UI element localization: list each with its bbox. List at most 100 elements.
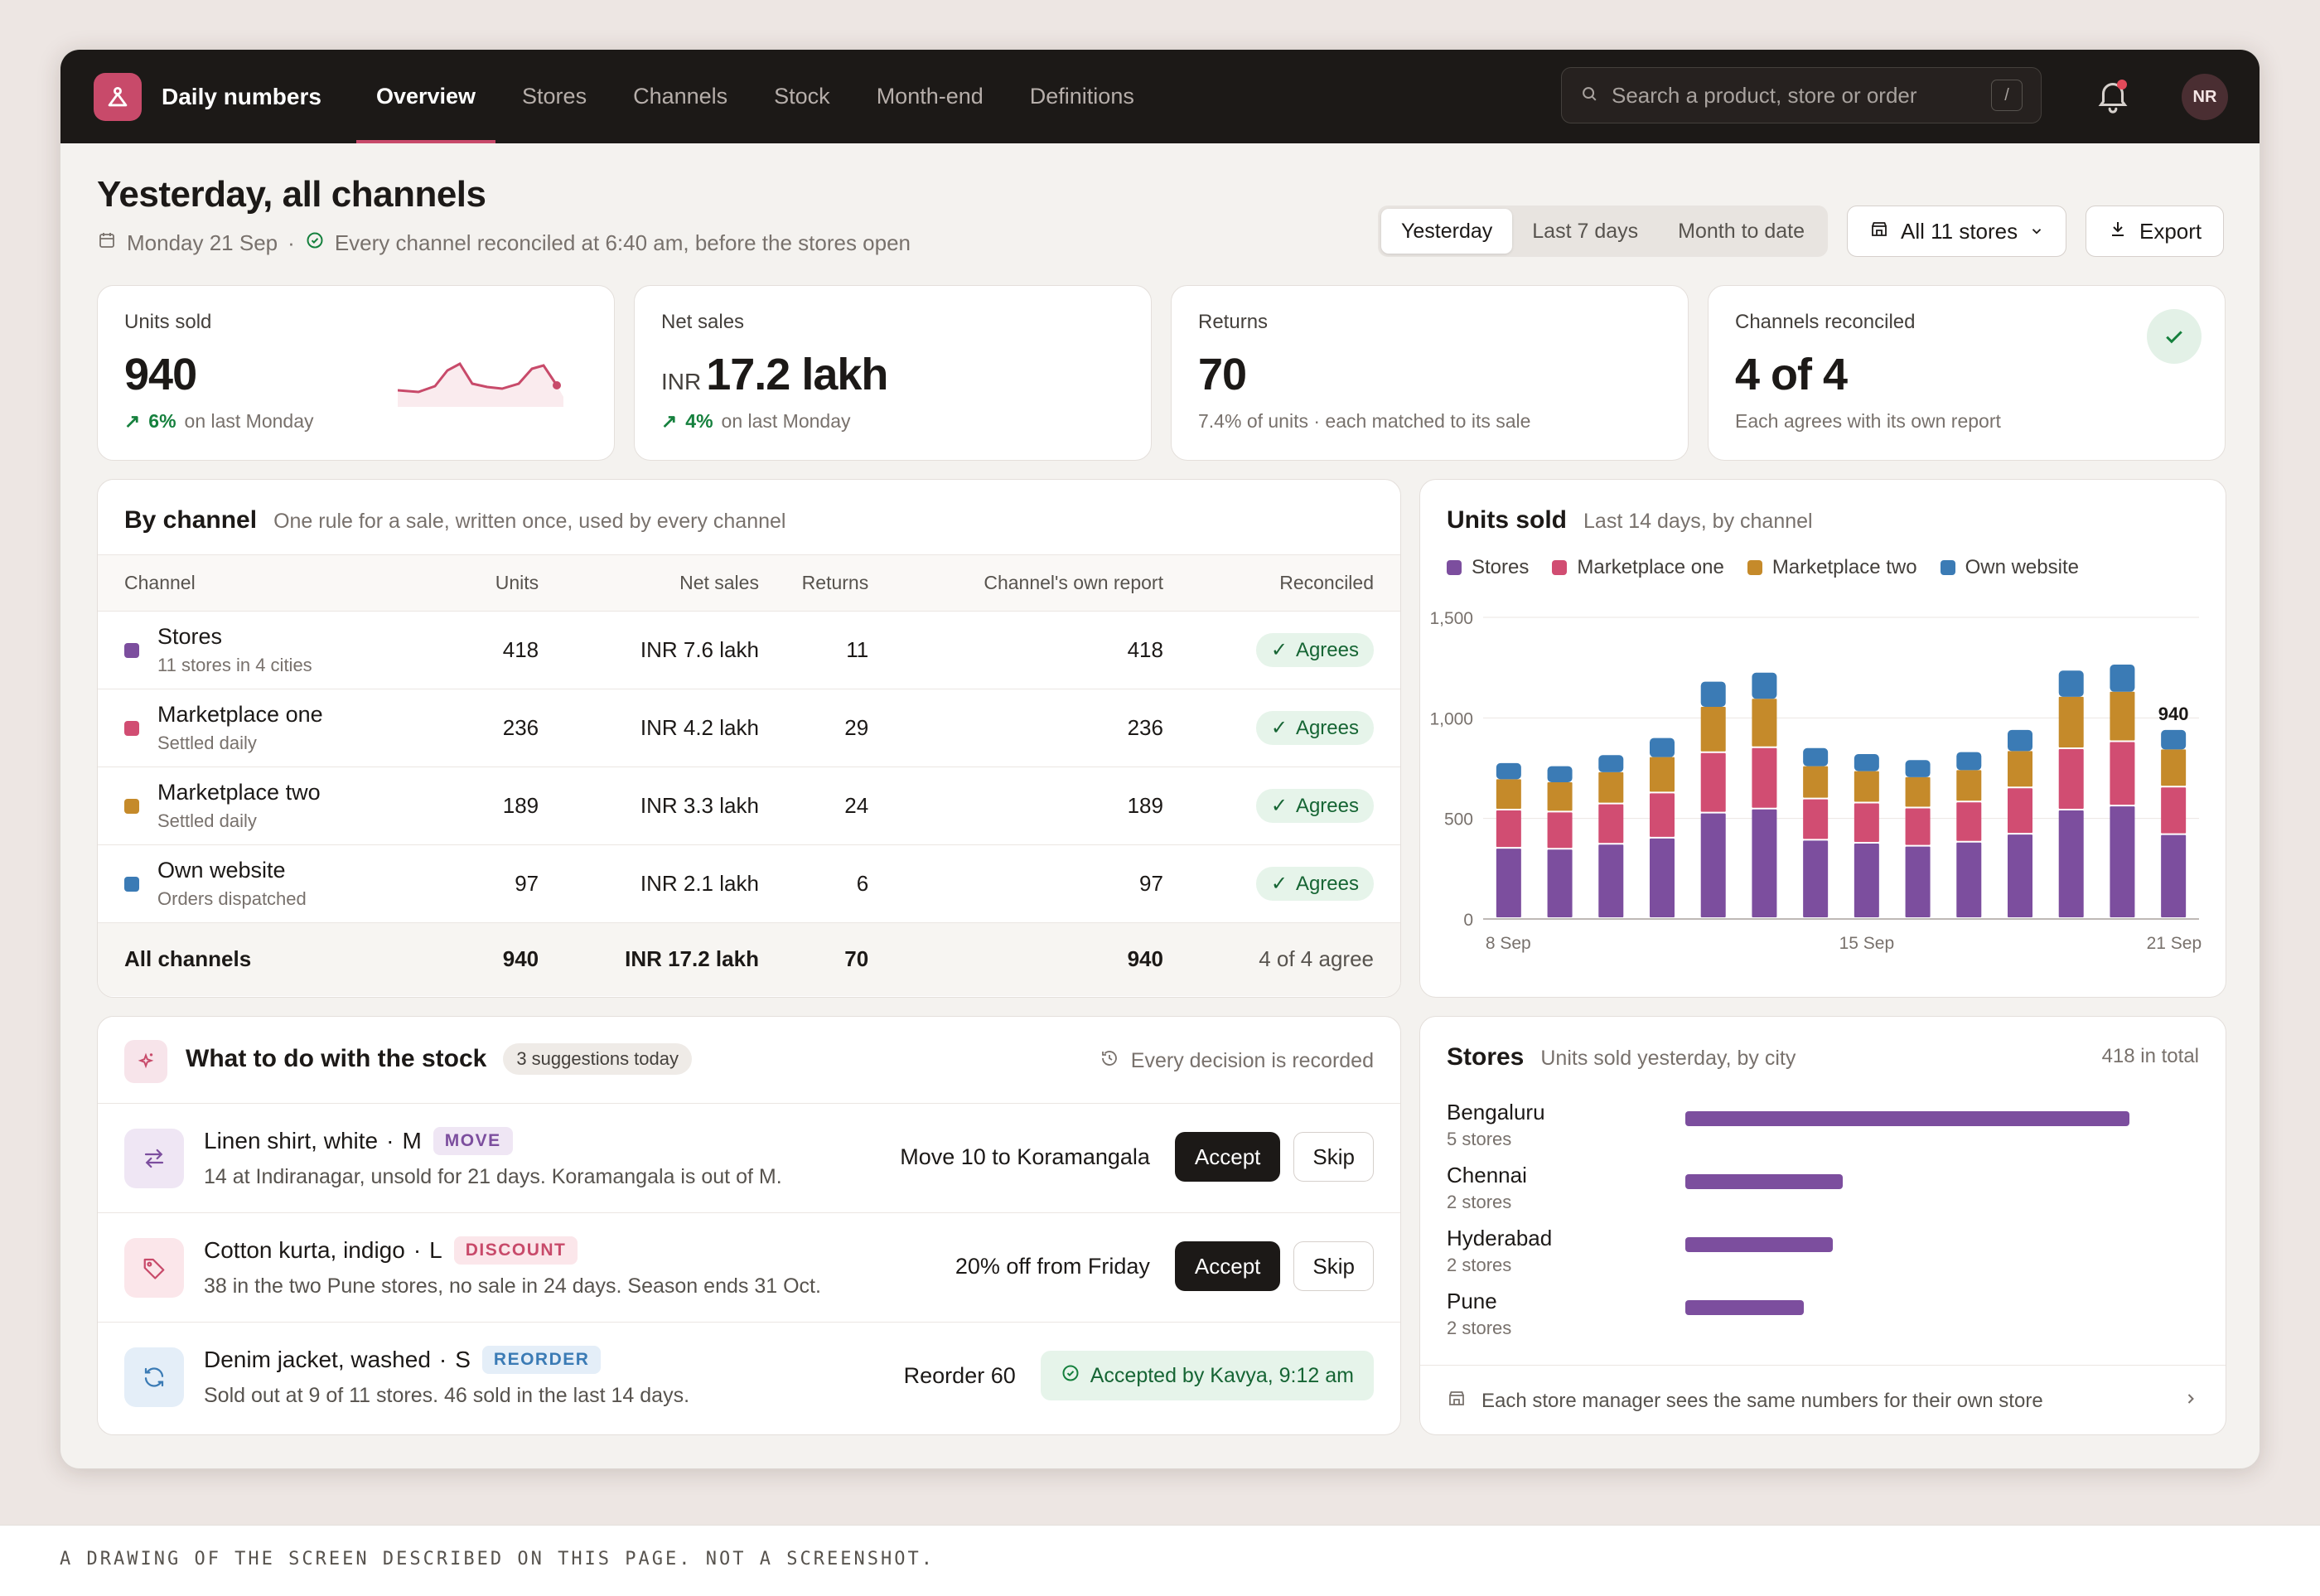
suggested-action: Move 10 to Koramangala	[900, 1144, 1150, 1169]
range-month-to-date[interactable]: Month to date	[1678, 219, 1805, 243]
nav-stores[interactable]: Stores	[522, 84, 587, 109]
check-circle-icon	[305, 230, 325, 256]
marketplace-one-swatch	[124, 720, 139, 736]
check-icon: ✓	[1270, 717, 1288, 739]
city-bar	[1685, 1300, 1804, 1315]
kpi-label: Units sold	[124, 311, 212, 333]
col-reconciled[interactable]: Reconciled	[1162, 554, 1400, 612]
bar-segment	[1956, 752, 1982, 771]
kpi-value: INR 17.2 lakh	[661, 350, 888, 399]
stores-footer-link[interactable]: Each store manager sees the same numbers…	[1420, 1365, 2226, 1434]
bar-segment	[1905, 846, 1931, 917]
bar-segment	[1650, 838, 1675, 917]
search-icon	[1580, 85, 1598, 107]
col-units[interactable]: Units	[467, 554, 539, 612]
kpi-units-sold: Units sold 940 ↗ 6% on last Monday	[97, 285, 615, 461]
nav-overview[interactable]: Overview	[355, 50, 496, 143]
reorder-tag: REORDER	[481, 1346, 602, 1374]
bar-annotation: 940	[2158, 704, 2189, 724]
bar-segment	[1547, 812, 1573, 849]
date-range-toggle: Yesterday Last 7 days Month to date	[1378, 206, 1829, 257]
bar-segment	[1598, 804, 1624, 844]
bar-segment	[2008, 788, 2032, 834]
bar-segment	[1803, 840, 1829, 917]
nav-channels[interactable]: Channels	[633, 84, 728, 109]
decision-log-note[interactable]: Every decision is recorded	[1100, 1048, 1374, 1074]
check-icon: ✓	[1270, 795, 1288, 817]
reconcile-status: Every channel reconciled at 6:40 am, bef…	[334, 230, 911, 255]
bar-segment	[1598, 844, 1624, 917]
col-channel[interactable]: Channel	[98, 554, 468, 612]
main-nav: Overview Stores Channels Stock Month-end…	[355, 50, 1161, 143]
suggestion-description: 14 at Indiranagar, unsold for 21 days. K…	[204, 1165, 782, 1188]
bar-segment	[1905, 760, 1931, 777]
skip-button[interactable]: Skip	[1293, 1132, 1374, 1182]
legend-item[interactable]: Own website	[1940, 556, 2079, 579]
city-bar	[1685, 1174, 1844, 1189]
suggested-action: Reorder 60	[903, 1362, 1016, 1388]
table-row[interactable]: Marketplace two Settled daily 189 INR 3.3…	[98, 767, 1400, 845]
city-bar	[1685, 1111, 2129, 1126]
table-row[interactable]: Own website Orders dispatched 97 INR 2.1 …	[98, 844, 1400, 923]
page-subtitle: Monday 21 Sep · Every channel reconciled…	[97, 230, 911, 256]
user-avatar[interactable]: NR	[2182, 74, 2228, 120]
product-size: L	[429, 1237, 442, 1263]
search-input[interactable]: Search a product, store or order /	[1561, 67, 2042, 123]
bar-segment	[1752, 747, 1777, 808]
nav-definitions[interactable]: Definitions	[1029, 84, 1134, 109]
chart-legend: Stores Marketplace one Marketplace two O…	[1447, 556, 2079, 579]
check-icon	[2147, 309, 2202, 364]
col-net-sales[interactable]: Net sales	[539, 554, 759, 612]
export-button[interactable]: Export	[2086, 206, 2225, 257]
suggested-action: 20% off from Friday	[955, 1253, 1150, 1279]
stores-total: 418 in total	[2101, 1045, 2199, 1067]
kpi-returns: Returns 70 7.4% of units · each matched …	[1171, 285, 1689, 461]
store-filter-dropdown[interactable]: All 11 stores	[1847, 206, 2067, 257]
bar-segment	[1547, 849, 1573, 917]
bar-segment	[2161, 749, 2187, 786]
kpi-value: 70	[1198, 350, 1247, 399]
table-row[interactable]: Stores 11 stores in 4 cities 418 INR 7.6 …	[98, 611, 1400, 689]
col-channel-report[interactable]: Channel's own report	[868, 554, 1163, 612]
app-logo-icon[interactable]	[94, 72, 142, 121]
bar-segment	[1905, 776, 1931, 807]
notification-dot	[2117, 80, 2127, 89]
bar-segment	[2008, 834, 2032, 917]
legend-item[interactable]: Marketplace one	[1552, 556, 1724, 579]
bar-segment	[2008, 751, 2032, 787]
bar-segment	[1752, 809, 1777, 917]
range-yesterday[interactable]: Yesterday	[1381, 209, 1513, 254]
bar-segment	[1547, 781, 1573, 811]
bar-segment	[1752, 699, 1777, 747]
nav-month-end[interactable]: Month-end	[876, 84, 984, 109]
range-last-7-days[interactable]: Last 7 days	[1532, 219, 1639, 243]
notifications-bell-icon[interactable]	[2094, 76, 2132, 114]
report-date: Monday 21 Sep	[127, 230, 278, 255]
bar-segment	[1854, 754, 1879, 771]
refresh-icon	[124, 1347, 184, 1407]
export-label: Export	[2139, 218, 2202, 244]
col-returns[interactable]: Returns	[758, 554, 869, 612]
x-tick-label: 21 Sep	[2147, 934, 2202, 953]
own-website-swatch	[124, 876, 139, 892]
legend-item[interactable]: Marketplace two	[1747, 556, 1917, 579]
legend-item[interactable]: Stores	[1447, 556, 1529, 579]
move-tag: MOVE	[433, 1127, 513, 1155]
bar-segment	[2161, 787, 2187, 834]
bar-segment	[1496, 849, 1521, 917]
accept-button[interactable]: Accept	[1174, 1241, 1281, 1291]
nav-stock[interactable]: Stock	[774, 84, 830, 109]
x-tick-label: 15 Sep	[1839, 934, 1895, 953]
table-row[interactable]: Marketplace one Settled daily 236 INR 4.2…	[98, 689, 1400, 767]
kpi-value: 940	[124, 350, 197, 399]
chart-subtitle: Last 14 days, by channel	[1583, 510, 1813, 533]
stores-swatch	[124, 642, 139, 658]
bar-segment	[1854, 803, 1879, 842]
skip-button[interactable]: Skip	[1293, 1241, 1374, 1291]
stock-suggestions-panel: What to do with the stock 3 suggestions …	[97, 1016, 1401, 1435]
accept-button[interactable]: Accept	[1174, 1132, 1281, 1182]
